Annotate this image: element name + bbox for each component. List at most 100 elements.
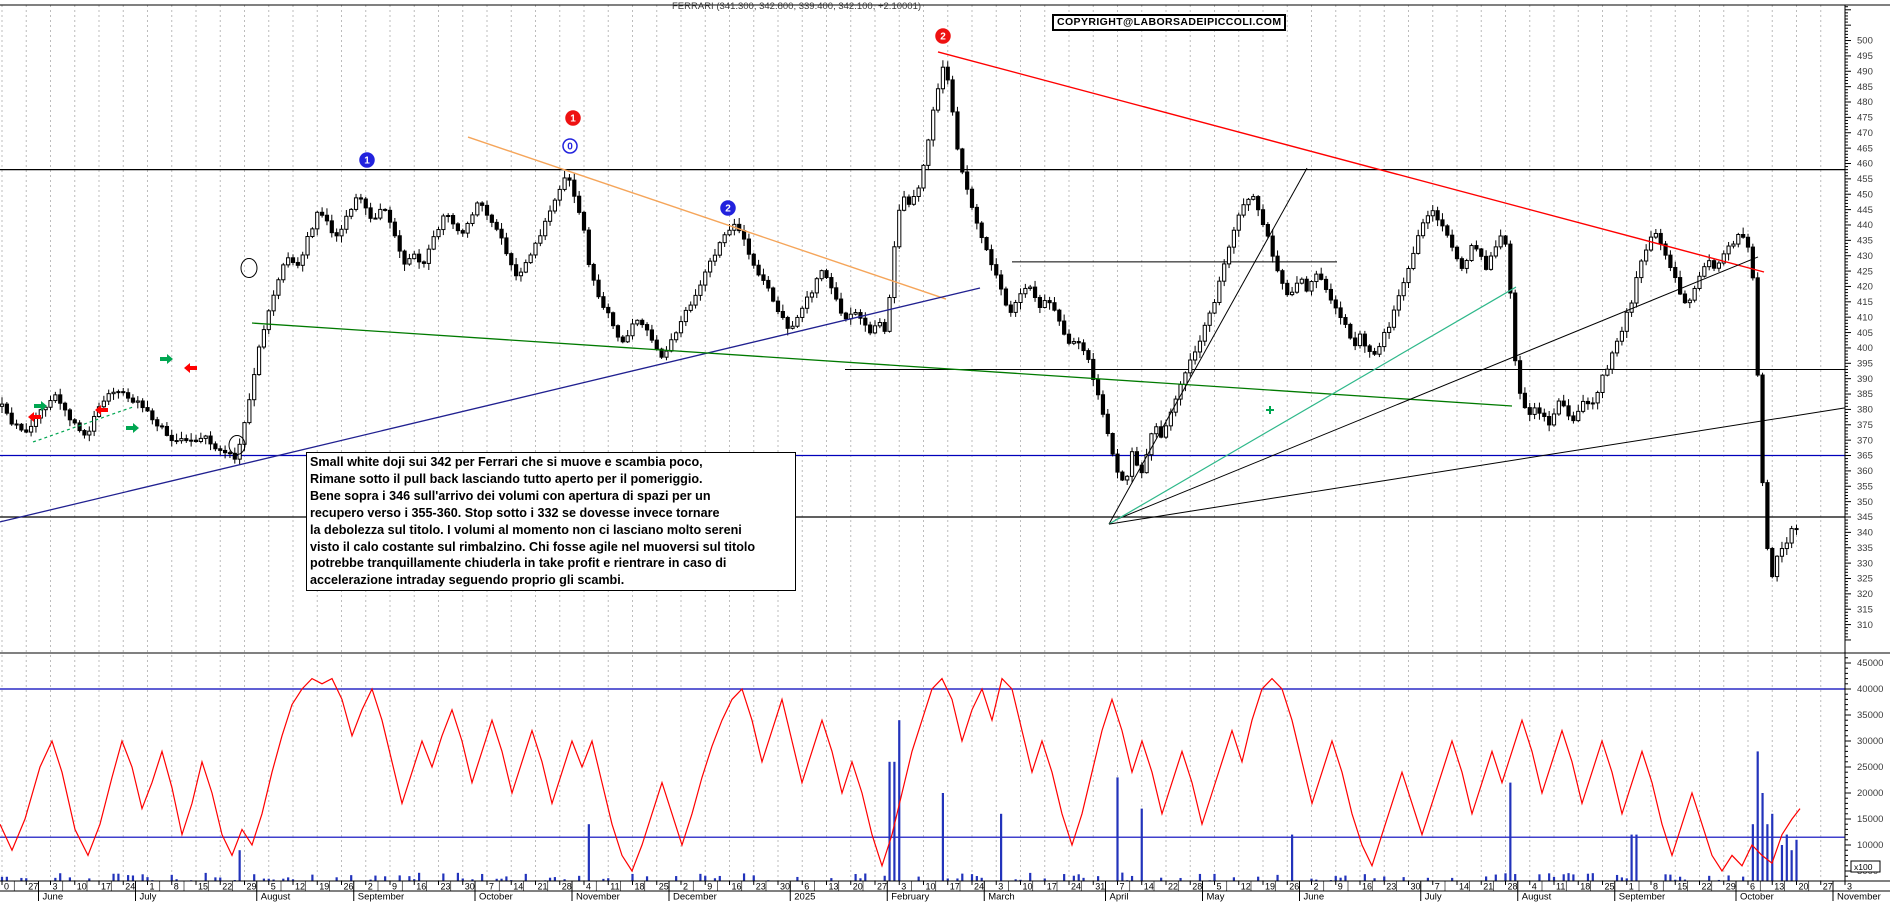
svg-text:470: 470: [1857, 128, 1873, 139]
svg-text:380: 380: [1857, 405, 1873, 416]
svg-text:355: 355: [1857, 481, 1873, 492]
svg-text:5: 5: [1217, 882, 1222, 892]
svg-text:410: 410: [1857, 312, 1873, 323]
svg-text:23: 23: [1386, 882, 1396, 892]
svg-text:27: 27: [877, 882, 887, 892]
svg-text:30: 30: [1411, 882, 1421, 892]
svg-text:495: 495: [1857, 51, 1873, 62]
svg-text:6: 6: [1750, 882, 1755, 892]
svg-text:395: 395: [1857, 359, 1873, 370]
svg-text:September: September: [358, 892, 404, 902]
svg-text:360: 360: [1857, 466, 1873, 477]
svg-text:August: August: [261, 892, 291, 902]
svg-text:25: 25: [659, 882, 669, 892]
svg-text:10: 10: [1023, 882, 1033, 892]
svg-text:20: 20: [1799, 882, 1809, 892]
note-line: Small white doji sui 342 per Ferrari che…: [310, 455, 703, 469]
wave-marker-0: [562, 138, 578, 154]
svg-text:21: 21: [538, 882, 548, 892]
svg-text:2025: 2025: [794, 892, 815, 902]
volume-axis: 5000100001500020000250003000035000400004…: [1845, 657, 1883, 877]
svg-text:24: 24: [974, 882, 984, 892]
svg-text:13: 13: [829, 882, 839, 892]
svg-text:28: 28: [1192, 882, 1202, 892]
svg-text:15: 15: [1677, 882, 1687, 892]
svg-text:18: 18: [635, 882, 645, 892]
svg-text:415: 415: [1857, 297, 1873, 308]
svg-text:10000: 10000: [1857, 840, 1883, 851]
svg-text:26: 26: [1289, 882, 1299, 892]
svg-text:7: 7: [489, 882, 494, 892]
svg-text:315: 315: [1857, 604, 1873, 615]
svg-text:22: 22: [222, 882, 232, 892]
svg-text:350: 350: [1857, 497, 1873, 508]
svg-text:20000: 20000: [1857, 788, 1883, 799]
wave-marker-1: [359, 152, 375, 168]
svg-text:0: 0: [567, 141, 573, 152]
svg-text:3: 3: [53, 882, 58, 892]
svg-text:March: March: [988, 892, 1014, 902]
sell-arrow-icon: [184, 363, 197, 373]
svg-text:460: 460: [1857, 159, 1873, 170]
svg-text:30: 30: [780, 882, 790, 892]
note-line: Bene sopra i 346 sull'arrivo dei volumi …: [310, 488, 711, 503]
svg-text:29: 29: [247, 882, 257, 892]
svg-text:22: 22: [1702, 882, 1712, 892]
svg-text:465: 465: [1857, 143, 1873, 154]
svg-text:435: 435: [1857, 236, 1873, 247]
horizontal-levels: [0, 168, 1845, 518]
svg-text:0: 0: [4, 882, 9, 892]
svg-text:7: 7: [1120, 882, 1125, 892]
svg-text:21: 21: [1483, 882, 1493, 892]
svg-text:November: November: [576, 892, 620, 902]
sell-arrow-icon: [95, 405, 108, 415]
svg-text:485: 485: [1857, 82, 1873, 93]
svg-text:420: 420: [1857, 282, 1873, 293]
svg-text:July: July: [140, 892, 157, 902]
svg-text:April: April: [1110, 892, 1129, 902]
buy-arrow-icon: [126, 423, 139, 433]
svg-text:2: 2: [940, 31, 946, 42]
svg-text:310: 310: [1857, 620, 1873, 631]
svg-text:430: 430: [1857, 251, 1873, 262]
svg-text:12: 12: [1241, 882, 1251, 892]
circle-highlights: [228, 258, 258, 455]
svg-text:1: 1: [364, 155, 370, 166]
svg-text:27: 27: [1823, 882, 1833, 892]
analysis-note-box: Small white doji sui 342 per Ferrari che…: [306, 452, 796, 592]
svg-text:9: 9: [707, 882, 712, 892]
svg-text:17: 17: [1047, 882, 1057, 892]
svg-text:11: 11: [1556, 882, 1565, 892]
svg-text:1: 1: [570, 113, 576, 124]
svg-text:December: December: [673, 892, 717, 902]
svg-text:40000: 40000: [1857, 684, 1883, 695]
svg-text:480: 480: [1857, 97, 1873, 108]
svg-text:July: July: [1425, 892, 1442, 902]
svg-text:3: 3: [901, 882, 906, 892]
svg-text:2: 2: [725, 203, 731, 214]
svg-text:375: 375: [1857, 420, 1873, 431]
svg-text:12: 12: [295, 882, 305, 892]
svg-text:7: 7: [1435, 882, 1440, 892]
note-line: visto il calo costante sul rimbalzino. C…: [310, 539, 756, 554]
indicator-line: [0, 677, 1801, 873]
svg-text:500: 500: [1857, 36, 1873, 47]
svg-text:24: 24: [125, 882, 135, 892]
svg-text:19: 19: [1265, 882, 1275, 892]
svg-text:8: 8: [1653, 882, 1658, 892]
copyright-badge: COPYRIGHT@LABORSADEIPICCOLI.COM: [1052, 14, 1287, 31]
svg-text:11: 11: [610, 882, 619, 892]
svg-text:490: 490: [1857, 66, 1873, 77]
svg-text:29: 29: [1726, 882, 1736, 892]
svg-text:475: 475: [1857, 113, 1873, 124]
svg-text:27: 27: [28, 882, 38, 892]
svg-text:14: 14: [1144, 882, 1154, 892]
svg-text:18: 18: [1580, 882, 1590, 892]
svg-text:October: October: [479, 892, 513, 902]
svg-text:425: 425: [1857, 266, 1873, 277]
svg-text:405: 405: [1857, 328, 1873, 339]
signal-arrows: [28, 354, 1274, 433]
svg-text:31: 31: [1095, 882, 1105, 892]
svg-text:385: 385: [1857, 389, 1873, 400]
